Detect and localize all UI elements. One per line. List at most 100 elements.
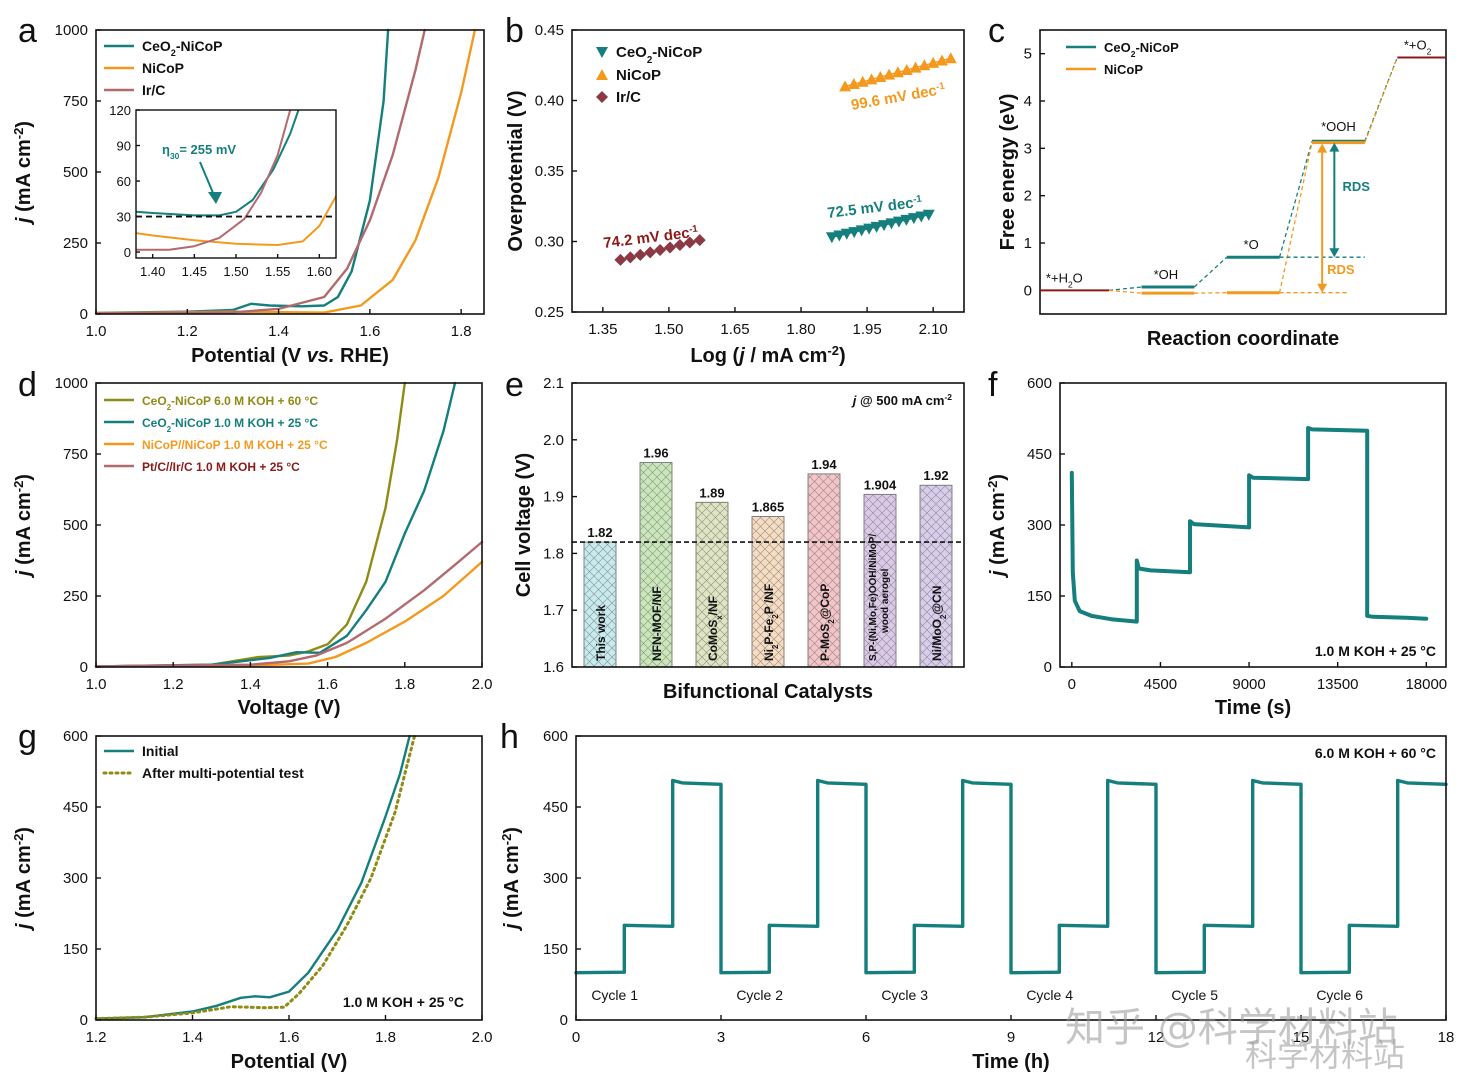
legend-label: CeO2-NiCoP — [616, 44, 702, 66]
state-label: *OOH — [1321, 119, 1356, 134]
x-tick-label: 1.40 — [140, 264, 165, 279]
y-tick-label: 450 — [1027, 446, 1052, 463]
y-tick-label: 0.25 — [535, 304, 564, 321]
bar-category-label: CoMoSx/NF — [706, 596, 724, 661]
panel-label: d — [18, 366, 37, 404]
x-tick-label: 1.8 — [394, 676, 415, 693]
x-tick-label: 3 — [717, 1029, 725, 1046]
x-tick-label: 1.6 — [317, 676, 338, 693]
energy-connector — [1278, 142, 1313, 293]
panel-label: h — [500, 718, 519, 756]
y-tick-label: 250 — [63, 235, 88, 252]
panel-label: e — [505, 366, 524, 404]
series-line-CeO2-NiCoP 6.0 M KOH + 60 °C — [94, 381, 406, 668]
bar-hatch — [808, 473, 840, 667]
bar-hatch — [640, 462, 672, 667]
rds-arrowhead — [1317, 143, 1328, 153]
legend-label: Ir/C — [616, 89, 641, 106]
x-tick-label: 1.0 — [86, 676, 107, 693]
legend-label: CeO2-NiCoP — [1104, 40, 1179, 59]
x-tick-label: 18 — [1438, 1029, 1455, 1046]
bar-hatch — [696, 502, 728, 667]
inset-annotation: η30= 255 mV — [162, 142, 236, 161]
series-line-NiCoP — [94, 28, 477, 315]
x-tick-label: 2.0 — [472, 1029, 493, 1046]
cycle-label: Cycle 5 — [1171, 987, 1218, 1003]
y-tick-label: 600 — [543, 728, 568, 745]
rds-label: RDS — [1327, 262, 1355, 277]
legend-label: Pt/C//Ir/C 1.0 M KOH + 25 °C — [142, 460, 300, 474]
x-axis-title: Log (j / mA cm-2) — [690, 343, 845, 368]
y-axis-title: j (mA cm-2) — [11, 474, 36, 579]
y-tick-label: 2 — [1024, 188, 1032, 205]
bar-category-label: Ni/MoO2@CN — [930, 586, 948, 661]
y-tick-label: 0 — [124, 245, 131, 260]
bar-value-label: 1.96 — [643, 446, 668, 461]
energy-connector — [1364, 57, 1398, 143]
cycle-label: Cycle 6 — [1316, 987, 1363, 1003]
y-axis-title: j (mA cm-2) — [11, 121, 36, 226]
rds-label: RDS — [1342, 179, 1370, 194]
y-axis-title: j (mA cm-2) — [11, 827, 36, 932]
rds-arrowhead — [1329, 142, 1340, 152]
y-tick-label: 300 — [1027, 517, 1052, 534]
legend-label: After multi-potential test — [142, 765, 304, 781]
panel-label: c — [988, 12, 1005, 50]
y-tick-label: 450 — [543, 799, 568, 816]
x-tick-label: 12 — [1148, 1029, 1165, 1046]
bar-category-label: wood aerogel — [880, 568, 891, 634]
chart-annotation: 6.0 M KOH + 60 °C — [1315, 745, 1436, 761]
x-tick-label: 6 — [862, 1029, 870, 1046]
x-tick-label: 1.35 — [588, 321, 617, 338]
state-label: *+H2O — [1046, 270, 1083, 289]
x-tick-label: 0 — [1068, 676, 1076, 693]
bar-category-label: S,P-(Ni,Mo,Fe)OOH/NiMoP/ — [868, 534, 879, 661]
legend-label: NiCoP — [142, 60, 184, 76]
energy-connector — [1108, 286, 1142, 291]
y-tick-label: 300 — [63, 870, 88, 887]
bar-hatch — [920, 485, 952, 667]
bar-category-label: Ni2P-Fe2P /NF — [762, 584, 780, 661]
y-axis-title: j (mA cm-2) — [499, 827, 524, 932]
series-line-NiCoP//NiCoP 1.0 M KOH + 25 °C — [94, 560, 484, 668]
y-tick-label: 150 — [543, 941, 568, 958]
cycle-label: Cycle 2 — [736, 987, 783, 1003]
x-axis-title: Voltage (V) — [238, 697, 341, 719]
y-tick-label: 0 — [1024, 282, 1032, 299]
y-axis-title: Overpotential (V) — [505, 90, 527, 251]
y-tick-label: 0 — [80, 1012, 88, 1029]
x-tick-label: 1.8 — [451, 323, 472, 340]
series-line-CeO2-NiCoP — [94, 28, 390, 315]
y-tick-label: 600 — [1027, 375, 1052, 392]
legend-label: NiCoP//NiCoP 1.0 M KOH + 25 °C — [142, 438, 328, 452]
bar-value-label: 1.92 — [923, 468, 948, 483]
plot-frame — [571, 382, 965, 668]
y-tick-label: 150 — [1027, 588, 1052, 605]
x-tick-label: 0 — [572, 1029, 580, 1046]
rds-arrowhead — [1317, 283, 1328, 293]
x-tick-label: 1.80 — [786, 321, 815, 338]
cycle-label: Cycle 4 — [1026, 987, 1073, 1003]
x-tick-label: 1.2 — [163, 676, 184, 693]
x-tick-label: 9 — [1007, 1029, 1015, 1046]
series-line-CeO2-NiCoP 1.0 M KOH + 25 °C — [94, 381, 457, 668]
y-tick-label: 0.35 — [535, 163, 564, 180]
fit-line-NiCoP — [844, 57, 952, 88]
x-axis-title: Potential (V vs. RHE) — [191, 345, 389, 367]
series-line-CeO2-NiCoP — [1069, 426, 1429, 624]
rds-arrowhead — [1329, 248, 1340, 258]
legend-label: CeO2-NiCoP 1.0 M KOH + 25 °C — [142, 416, 318, 434]
legend-label: CeO2-NiCoP — [142, 38, 223, 58]
inset-line-CeO2-NiCoP — [136, 110, 300, 217]
y-tick-label: 750 — [63, 93, 88, 110]
cycle-label: Cycle 3 — [881, 987, 928, 1003]
inset-line-NiCoP — [136, 195, 336, 246]
y-tick-label: 500 — [63, 517, 88, 534]
chart-annotation: j @ 500 mA cm-2 — [851, 392, 953, 408]
bar-value-label: 1.82 — [587, 525, 612, 540]
legend-label: NiCoP — [616, 67, 661, 84]
fit-line-CeO2-NiCoP — [831, 214, 930, 238]
x-tick-label: 1.4 — [240, 676, 261, 693]
cycle-label: Cycle 1 — [591, 987, 638, 1003]
y-tick-label: 60 — [117, 174, 131, 189]
